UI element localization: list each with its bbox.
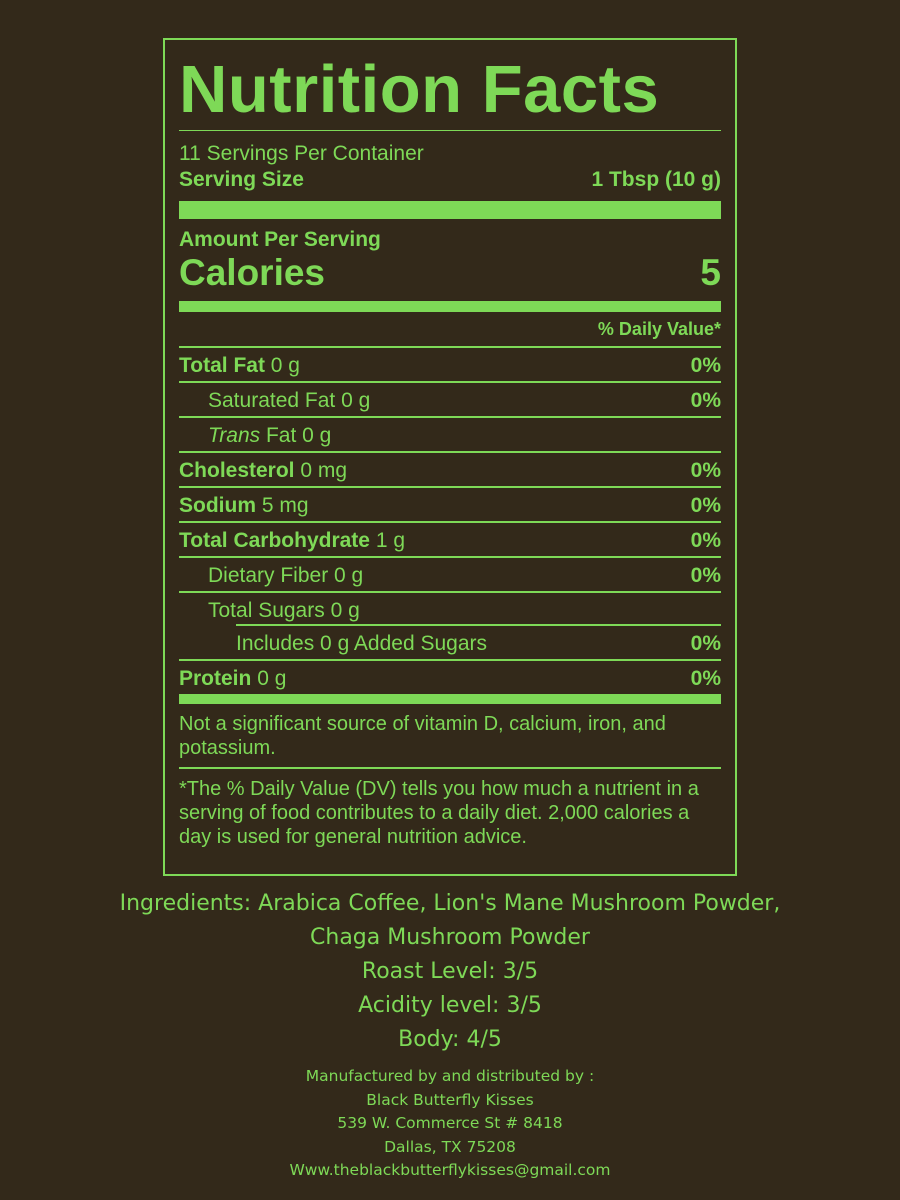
nutrient-row-total-carbohydrate: Total Carbohydrate 1 g 0% [179,523,721,558]
nutrient-name: Trans [208,424,261,447]
nutrient-row-cholesterol: Cholesterol 0 mg 0% [179,453,721,488]
nutrient-row-protein: Protein 0 g 0% [179,661,721,694]
calories-label: Calories [179,252,326,293]
nutrient-dv: 0% [690,667,721,690]
nutrient-dv: 0% [690,529,721,552]
amount-per-serving: Amount Per Serving [179,228,381,251]
thick-divider [179,201,721,219]
thick-divider [179,694,721,704]
nutrient-amount: 0 g [341,389,371,412]
label-title: Nutrition Facts [179,52,660,127]
daily-value-footnote: *The % Daily Value (DV) tells you how mu… [179,778,699,848]
nutrient-dv: 0% [690,354,721,377]
nutrient-name: Includes 0 g Added Sugars [236,632,488,655]
nutrient-dv: 0% [690,459,721,482]
nutrient-name: Cholesterol [179,459,295,482]
nutrient-dv: 0% [690,494,721,517]
nutrient-amount: 0 mg [300,459,348,482]
servings-per-container: 11 Servings Per Container [179,142,424,165]
nutrient-row-added-sugars: Includes 0 g Added Sugars 0% [179,626,721,661]
nutrient-amount: 0 g [257,667,287,690]
roast-level: Roast Level: 3/5 [361,959,539,984]
manufacturer-name: Black Butterfly Kisses [366,1090,534,1109]
vitamin-note: Not a significant source of vitamin D, c… [179,704,721,769]
medium-divider [179,301,721,312]
nutrient-name: Protein [179,667,252,690]
nutrient-dv: 0% [690,389,721,412]
acidity-level: Acidity level: 3/5 [358,993,542,1018]
nutrient-dv: 0% [690,564,721,587]
nutrient-name: Dietary Fiber [208,564,329,587]
nutrient-row-saturated-fat: Saturated Fat 0 g 0% [179,383,721,418]
calories-row: Calories 5 [179,253,721,293]
manufacturer-city: Dallas, TX 75208 [384,1137,516,1156]
nutrient-row-total-sugars: Total Sugars 0 g [179,593,721,626]
nutrient-name: Sodium [179,494,256,517]
nutrient-row-trans-fat: Trans Fat 0 g [179,418,721,453]
nutrient-row-total-fat: Total Fat 0 g 0% [179,348,721,383]
nutrient-row-dietary-fiber: Dietary Fiber 0 g 0% [179,558,721,593]
nutrient-amount: 0 g [334,564,364,587]
nutrient-name: Total Fat [179,354,265,377]
nutrient-amount: 0 g [330,599,360,622]
manufacturer-street: 539 W. Commerce St # 8418 [337,1114,563,1132]
daily-value-header: % Daily Value* [179,312,721,348]
ingredients-line: Ingredients: Arabica Coffee, Lion's Mane… [119,891,781,916]
serving-size-row: Serving Size 1 Tbsp (10 g) [179,167,721,193]
nutrient-name: Saturated Fat [208,389,336,412]
ingredients-line: Chaga Mushroom Powder [310,925,590,950]
nutrient-name: Total Sugars [208,599,325,622]
nutrient-row-sodium: Sodium 5 mg 0% [179,488,721,523]
calories-value: 5 [700,252,721,293]
serving-size-label: Serving Size [179,168,304,191]
nutrition-facts-label: Nutrition Facts 11 Servings Per Containe… [163,38,737,876]
nutrient-name: Total Carbohydrate [179,529,370,552]
nutrient-dv: 0% [690,632,721,655]
manufacturer-info: Manufactured by and distributed by : Bla… [0,1065,900,1183]
manufacturer-contact: Www.theblackbutterflykisses@gmail.com [289,1161,611,1179]
nutrient-amount: 0 g [270,354,300,377]
nutrient-amount: Fat 0 g [265,424,332,447]
manufacturer-intro: Manufactured by and distributed by : [305,1067,595,1085]
body-level: Body: 4/5 [398,1027,502,1052]
divider [236,624,721,626]
divider [179,130,721,131]
serving-size-value: 1 Tbsp (10 g) [591,168,721,191]
nutrient-amount: 1 g [375,529,406,552]
product-info: Ingredients: Arabica Coffee, Lion's Mane… [0,887,900,1057]
nutrient-amount: 5 mg [261,494,309,517]
